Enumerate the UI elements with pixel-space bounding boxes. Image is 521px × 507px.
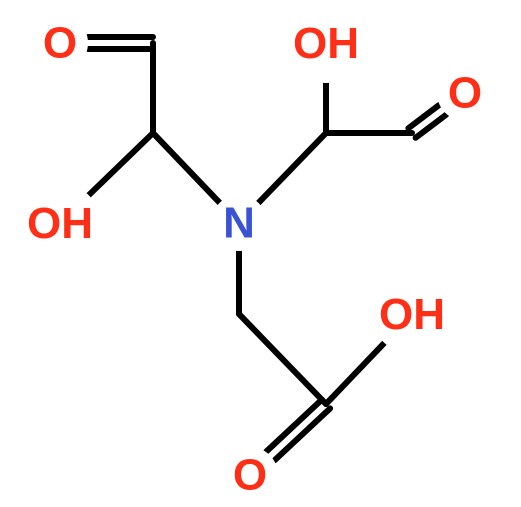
atom-label: O — [448, 69, 482, 118]
molecule-svg: N O OH OH O OH O — [0, 0, 521, 507]
bond — [153, 133, 220, 203]
atom-label: N — [223, 199, 255, 248]
bond — [326, 334, 393, 404]
atom-n: N — [211, 195, 267, 251]
atom-label: OH — [293, 19, 359, 68]
atom-oh: OH — [372, 274, 452, 354]
bond — [258, 133, 326, 203]
bond — [239, 314, 326, 404]
atom-o: O — [437, 65, 493, 121]
atom-o: O — [222, 447, 278, 503]
atom-label: O — [233, 451, 267, 500]
atom-oh: OH — [286, 3, 366, 83]
bond — [80, 133, 153, 204]
atom-oh: OH — [20, 183, 100, 263]
atom-o: O — [32, 15, 88, 71]
molecule-diagram: N O OH OH O OH O — [0, 0, 521, 507]
atom-label: OH — [27, 199, 93, 248]
atom-label: O — [43, 19, 77, 68]
atom-label: OH — [379, 290, 445, 339]
